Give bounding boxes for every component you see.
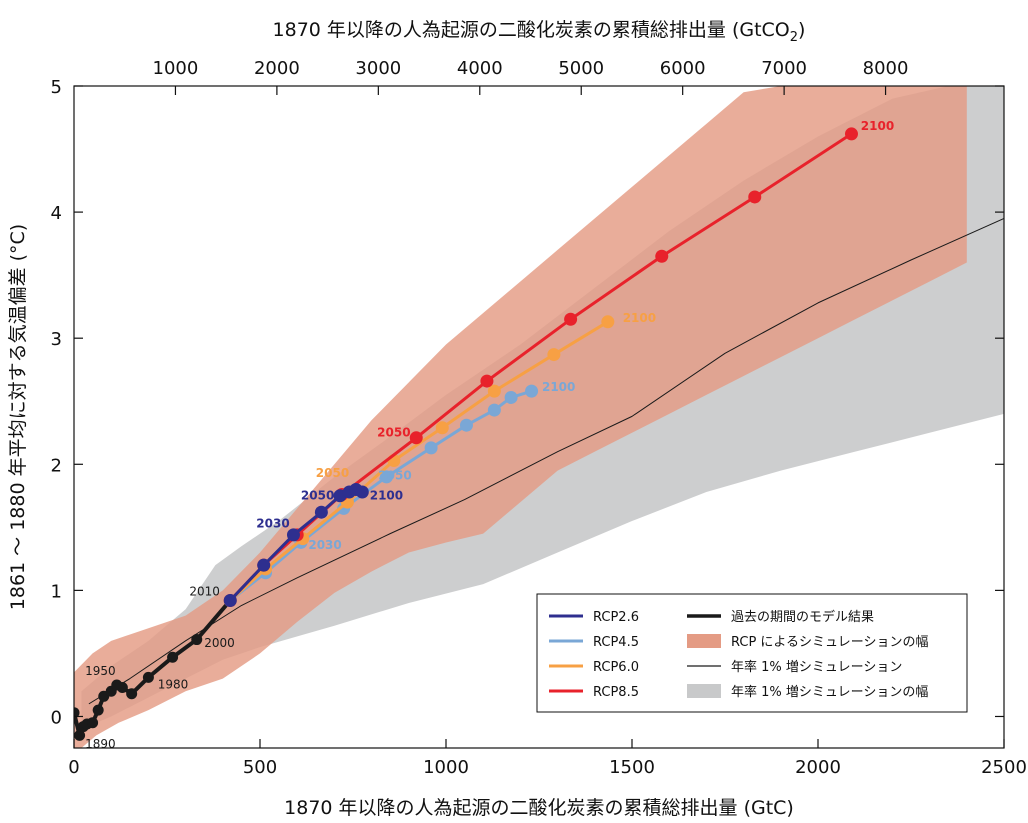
historical-point — [191, 634, 203, 646]
pct1-series — [88, 217, 1004, 705]
year-label: 2100 — [370, 489, 403, 503]
historical-point — [142, 671, 154, 683]
rcp26-point — [223, 593, 237, 607]
x-tick-label: 1500 — [609, 757, 655, 778]
historical-point — [74, 707, 80, 719]
x-tick-label: 0 — [68, 757, 79, 778]
range-bands — [74, 86, 1004, 748]
historical-series — [74, 594, 236, 741]
top-axis-title-sub: 2 — [790, 30, 798, 45]
year-label: 1980 — [158, 678, 189, 692]
legend-label-historical: 過去の期間のモデル結果 — [731, 609, 874, 625]
historical-point — [167, 651, 179, 663]
historical-point — [92, 704, 104, 716]
y-tick-label: 2 — [51, 455, 62, 476]
x-tick-label: 2500 — [981, 757, 1027, 778]
rcp45-point — [504, 390, 518, 404]
x2-tick-label: 7000 — [761, 58, 807, 79]
rcp45-point — [459, 418, 473, 432]
rcp_range-band — [74, 86, 967, 748]
rcp85-point — [748, 190, 762, 204]
rcp26-point — [257, 558, 271, 572]
x-tick-label: 2000 — [795, 757, 841, 778]
legend-box — [536, 593, 968, 713]
x2-tick-label: 5000 — [558, 58, 604, 79]
year-label: 2050 — [316, 466, 349, 480]
pct1-line — [88, 217, 1004, 705]
rcp85-point — [409, 431, 423, 445]
year-label: 2030 — [256, 516, 289, 530]
year-label: 2100 — [623, 311, 656, 325]
rcp26-point — [355, 485, 369, 499]
y-tick-label: 5 — [51, 77, 62, 98]
y-tick-label: 0 — [51, 707, 62, 728]
x2-tick-label: 3000 — [355, 58, 401, 79]
year-label: 2030 — [308, 538, 341, 552]
historical-point — [87, 717, 99, 729]
year-label: 2050 — [377, 426, 410, 440]
rcp45-point — [525, 384, 539, 398]
legend-label-pct1: 年率 1% 増シミュレーション — [731, 659, 902, 675]
year-label: 1890 — [85, 737, 116, 751]
y-tick-label: 4 — [51, 203, 62, 224]
historical-point — [74, 729, 86, 741]
historical-point — [116, 681, 128, 693]
year-label: 1950 — [85, 664, 116, 678]
y-tick-label: 3 — [51, 329, 62, 350]
legend-label-rcp85: RCP8.5 — [593, 685, 639, 700]
year-label: 2050 — [301, 489, 334, 503]
legend-label-pct_range: 年率 1% 増シミュレーションの幅 — [731, 684, 928, 700]
top-axis-title-end: ) — [798, 19, 805, 41]
rcp45-point — [424, 441, 438, 455]
legend-label-rcp_range: RCP によるシミュレーションの幅 — [731, 635, 929, 650]
x2-tick-label: 2000 — [254, 58, 300, 79]
rcp45-line — [229, 389, 533, 602]
x2-tick-label: 6000 — [660, 58, 706, 79]
rcp85-point — [480, 374, 494, 388]
x2-tick-label: 1000 — [153, 58, 199, 79]
year-label: 2100 — [542, 380, 575, 394]
rcp60-point — [547, 348, 561, 362]
legend-swatch-pct_range — [687, 684, 721, 698]
data-series — [74, 127, 1004, 741]
legend-label-rcp60: RCP6.0 — [593, 660, 639, 675]
legend-label-rcp26: RCP2.6 — [593, 610, 639, 625]
top-axis-title-main: 1870 年以降の人為起源の二酸化炭素の累積総排出量 (GtCO — [273, 19, 790, 41]
year-label: 2100 — [861, 119, 894, 133]
axis-ticks: 0 500 1000 1500 2000 2500 0 1 2 3 4 5 1000 2000 3000 40… — [51, 58, 1027, 778]
x2-tick-label: 4000 — [457, 58, 503, 79]
x-tick-label: 500 — [243, 757, 277, 778]
legend-label-rcp45: RCP4.5 — [593, 635, 639, 650]
rcp85-point — [564, 312, 578, 326]
y-axis-title: 1861 ～ 1880 年平均に対する気温偏差 (°C) — [7, 224, 29, 610]
y-tick-label: 1 — [51, 581, 62, 602]
rcp45-point — [487, 403, 501, 417]
rcp26-point — [286, 528, 300, 542]
year-label: 2000 — [204, 636, 235, 650]
top-axis-title: 1870 年以降の人為起源の二酸化炭素の累積総排出量 (GtCO2) — [273, 19, 806, 45]
x-axis-title: 1870 年以降の人為起源の二酸化炭素の累積総排出量 (GtC) — [284, 797, 794, 819]
rcp85-point — [655, 249, 669, 263]
x2-tick-label: 8000 — [863, 58, 909, 79]
rcp60-point — [435, 421, 449, 435]
year-label: 2010 — [189, 584, 220, 598]
rcp60-point — [487, 384, 501, 398]
rcp85-point — [844, 127, 858, 141]
x-tick-label: 1000 — [423, 757, 469, 778]
historical-point — [126, 688, 138, 700]
rcp45-point — [379, 470, 393, 484]
legend: RCP2.6 RCP4.5 RCP6.0 RCP8.5 過去の期間のモデル結果 RCP に… — [536, 593, 968, 713]
year-label: 2050 — [378, 468, 411, 482]
rcp60-point — [601, 315, 615, 329]
year-annotations: 1950 1890 1980 2000 2010 2030 2030 2050 2050 2050… — [85, 119, 894, 751]
legend-swatch-rcp_range — [687, 634, 721, 648]
rcp26-point — [314, 505, 328, 519]
rcp26-series — [223, 483, 369, 607]
plot-frame — [73, 85, 1005, 749]
